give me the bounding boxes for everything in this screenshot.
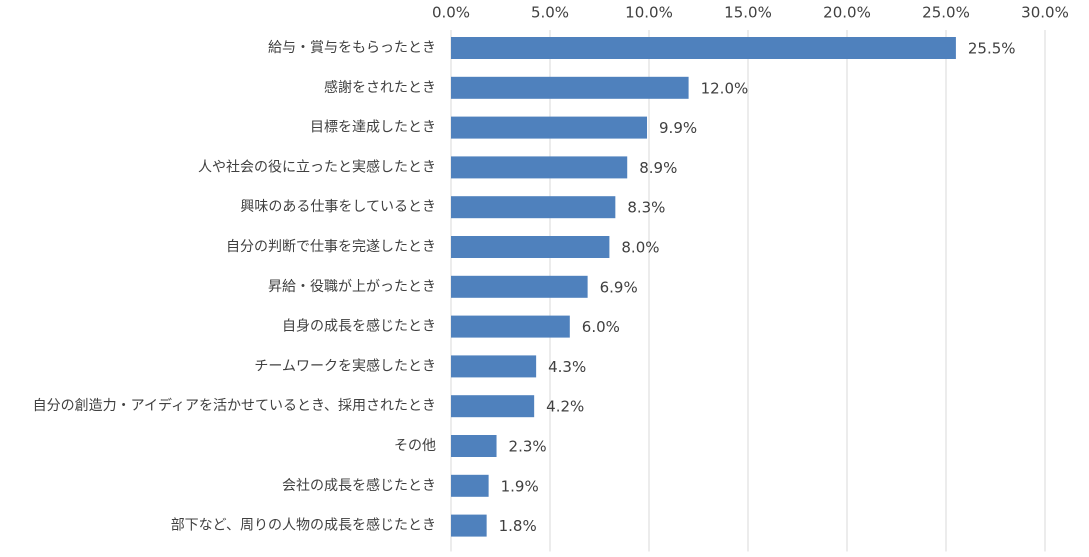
data-label: 6.0% (582, 318, 620, 336)
bar (451, 275, 588, 298)
data-label: 2.3% (509, 438, 547, 456)
category-label: 自身の成長を感じたとき (282, 318, 436, 335)
bar (451, 395, 535, 418)
data-label: 6.9% (600, 278, 638, 296)
data-label: 1.8% (499, 517, 537, 535)
category-label: チームワークを実感したとき (254, 357, 436, 374)
data-label: 4.2% (546, 398, 584, 416)
x-tick-label: 15.0% (724, 4, 772, 22)
x-tick-label: 25.0% (922, 4, 970, 22)
bar (451, 315, 570, 338)
bar (451, 37, 956, 59)
bar (451, 474, 489, 497)
bar (451, 355, 537, 378)
data-label: 8.0% (621, 239, 659, 257)
bar (451, 236, 610, 258)
category-label: 部下など、周りの人物の成長を感じたとき (171, 517, 436, 534)
category-label: 人や社会の役に立ったと実感したとき (198, 158, 436, 175)
x-tick-label: 5.0% (531, 4, 569, 22)
category-label: 目標を達成したとき (310, 120, 436, 136)
data-labels: 25.5% 12.0% 9.9% 8.9% 8.3% 8.0% 6.9% 6.0% 4.3% 4.… (499, 40, 1016, 536)
data-label: 8.3% (627, 199, 665, 217)
data-label: 25.5% (968, 40, 1016, 58)
data-label: 8.9% (639, 159, 677, 177)
category-label: 感謝をされたとき (324, 79, 436, 96)
category-label: 給与・賞与をもらったとき (268, 40, 436, 56)
category-label: 自分の創造力・アイディアを活かせているとき、採用されたとき (33, 397, 436, 414)
bar (451, 76, 689, 99)
category-labels: 給与・賞与をもらったとき感謝をされたとき目標を達成したとき人や社会の役に立ったと… (33, 40, 436, 534)
bars (451, 37, 956, 537)
x-axis-tick-labels: 0.0% 5.0% 10.0% 15.0% 20.0% 25.0% 30.0% (432, 4, 1069, 22)
x-tick-label: 20.0% (823, 4, 871, 22)
category-label: その他 (394, 438, 436, 454)
data-label: 12.0% (701, 79, 749, 97)
x-tick-label: 30.0% (1021, 4, 1069, 22)
data-label: 9.9% (659, 119, 697, 137)
category-label: 自分の判断で仕事を完遂したとき (226, 239, 436, 255)
bar (451, 116, 648, 139)
bar (451, 435, 497, 457)
category-label: 会社の成長を感じたとき (282, 477, 436, 494)
bar (451, 156, 628, 179)
x-tick-label: 0.0% (432, 4, 470, 22)
data-label: 1.9% (501, 477, 539, 495)
category-label: 昇給・役職が上がったとき (268, 279, 436, 295)
bar (451, 514, 487, 537)
x-tick-label: 10.0% (625, 4, 673, 22)
bar (451, 196, 616, 219)
category-label: 興味のある仕事をしているとき (240, 199, 436, 215)
data-label: 4.3% (548, 358, 586, 376)
